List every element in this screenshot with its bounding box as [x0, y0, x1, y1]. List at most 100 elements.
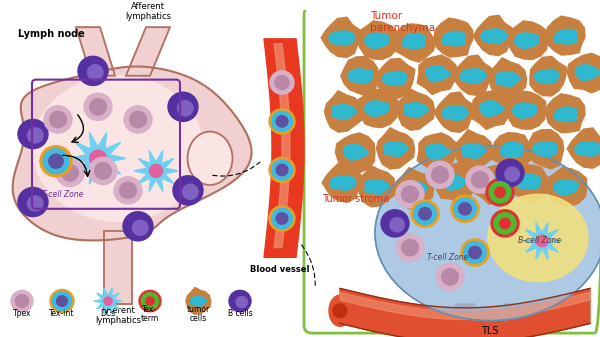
Polygon shape: [329, 176, 357, 190]
Circle shape: [459, 203, 472, 215]
Polygon shape: [474, 165, 514, 204]
Circle shape: [123, 212, 153, 241]
Circle shape: [500, 218, 511, 228]
Polygon shape: [434, 18, 473, 57]
Polygon shape: [514, 33, 539, 49]
Circle shape: [411, 200, 439, 227]
Polygon shape: [126, 27, 170, 76]
Polygon shape: [76, 27, 115, 76]
Polygon shape: [505, 304, 525, 316]
Text: TLS: TLS: [481, 326, 499, 336]
Polygon shape: [364, 101, 389, 117]
Circle shape: [178, 101, 193, 116]
Polygon shape: [488, 58, 527, 99]
Polygon shape: [417, 55, 457, 94]
Ellipse shape: [375, 146, 600, 320]
Text: Blood vessel: Blood vessel: [250, 265, 310, 274]
Text: Tumor stroma: Tumor stroma: [322, 194, 389, 204]
Circle shape: [89, 150, 106, 166]
Polygon shape: [553, 180, 578, 195]
Polygon shape: [70, 132, 126, 184]
Text: DCs: DCs: [100, 309, 116, 318]
Circle shape: [489, 182, 511, 203]
Polygon shape: [532, 142, 557, 156]
Polygon shape: [452, 55, 494, 95]
Circle shape: [472, 172, 488, 188]
Polygon shape: [434, 92, 476, 132]
Circle shape: [276, 213, 288, 224]
Polygon shape: [493, 133, 533, 171]
Text: T-cell Zone: T-cell Zone: [42, 190, 83, 199]
Polygon shape: [482, 176, 508, 192]
Polygon shape: [335, 133, 375, 173]
Text: Tumor
parenchyma: Tumor parenchyma: [370, 11, 435, 33]
Text: B cells: B cells: [227, 309, 253, 318]
Circle shape: [95, 163, 112, 179]
Polygon shape: [455, 304, 475, 316]
Polygon shape: [512, 103, 537, 119]
Circle shape: [276, 164, 288, 176]
Polygon shape: [534, 69, 558, 84]
Circle shape: [130, 111, 146, 128]
Polygon shape: [454, 130, 493, 171]
Polygon shape: [347, 69, 373, 84]
Ellipse shape: [488, 194, 588, 282]
Circle shape: [50, 111, 67, 128]
Circle shape: [414, 203, 436, 224]
Circle shape: [236, 297, 247, 308]
Ellipse shape: [187, 131, 233, 185]
Polygon shape: [404, 103, 429, 118]
Text: Lymph node: Lymph node: [18, 29, 85, 39]
Circle shape: [496, 159, 524, 186]
Circle shape: [505, 167, 520, 181]
Circle shape: [89, 157, 117, 185]
Polygon shape: [340, 292, 590, 319]
Polygon shape: [364, 33, 389, 49]
Polygon shape: [365, 180, 390, 194]
Circle shape: [78, 56, 108, 86]
Text: Afferent
lymphatics: Afferent lymphatics: [125, 2, 171, 22]
Polygon shape: [545, 167, 587, 206]
Circle shape: [454, 198, 476, 220]
Polygon shape: [481, 29, 508, 44]
Circle shape: [436, 263, 464, 290]
Circle shape: [139, 290, 161, 312]
Circle shape: [442, 269, 458, 285]
Polygon shape: [321, 17, 363, 58]
Circle shape: [272, 208, 292, 228]
Polygon shape: [395, 167, 434, 209]
Polygon shape: [575, 65, 600, 81]
Text: T-cell Zone: T-cell Zone: [427, 253, 469, 262]
Polygon shape: [471, 90, 511, 129]
Circle shape: [18, 187, 48, 217]
Polygon shape: [104, 231, 132, 304]
Circle shape: [461, 239, 489, 266]
Circle shape: [50, 289, 74, 313]
Polygon shape: [13, 66, 251, 240]
Circle shape: [396, 234, 424, 261]
Polygon shape: [434, 163, 474, 203]
Circle shape: [52, 292, 71, 310]
Circle shape: [28, 128, 43, 143]
Circle shape: [11, 290, 33, 312]
Circle shape: [44, 106, 72, 133]
Circle shape: [43, 149, 69, 174]
Circle shape: [431, 167, 448, 183]
Polygon shape: [479, 101, 505, 117]
Circle shape: [272, 160, 292, 180]
Polygon shape: [554, 29, 578, 44]
Polygon shape: [496, 72, 521, 87]
Circle shape: [486, 179, 514, 206]
Polygon shape: [510, 165, 551, 203]
Polygon shape: [425, 144, 451, 160]
Circle shape: [16, 295, 29, 307]
Polygon shape: [442, 105, 469, 120]
Polygon shape: [356, 89, 398, 127]
Polygon shape: [505, 91, 546, 129]
Circle shape: [173, 176, 203, 205]
Polygon shape: [575, 142, 600, 156]
Circle shape: [426, 161, 454, 188]
Polygon shape: [134, 151, 178, 191]
Polygon shape: [341, 57, 379, 96]
Circle shape: [104, 297, 112, 305]
